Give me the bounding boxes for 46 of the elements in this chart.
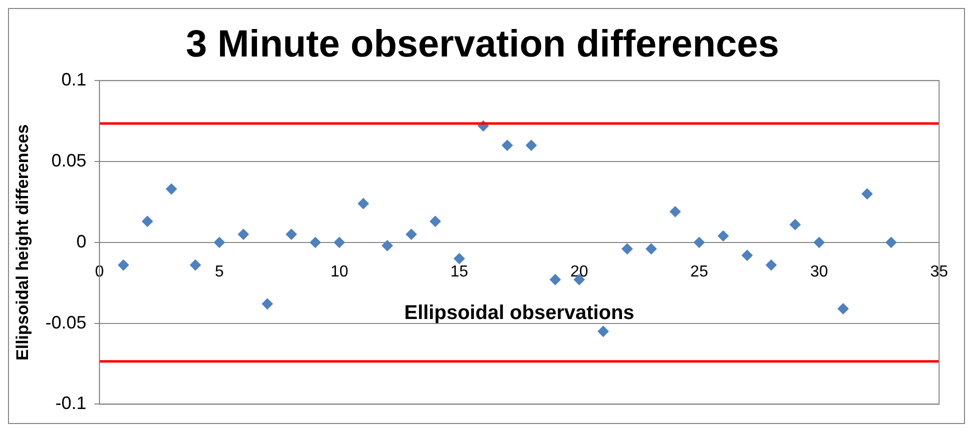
point [718,230,729,242]
y-axis-title: Ellipsoidal height differences [12,124,32,360]
point [430,216,441,227]
point [790,219,801,230]
point [886,236,897,248]
point [334,236,345,248]
point [406,228,417,240]
x-tick-label: 35 [930,263,948,280]
point [598,326,609,337]
x-axis-title: Ellipsoidal observations [404,302,634,324]
point [454,253,465,264]
chart-title: 3 Minute observation differences [186,23,780,66]
x-tick-label: 15 [450,263,468,280]
point [286,228,297,240]
y-tick-label: 0.05 [51,150,86,170]
x-tick-label: 5 [214,263,224,280]
point [814,236,825,248]
y-tick-label: -0.1 [55,393,86,414]
point [382,240,393,252]
x-tick-label: 30 [810,263,828,280]
point [310,236,321,248]
x-tick-label: 25 [690,263,708,280]
point [526,140,537,151]
point [694,236,705,248]
y-tick-label: -0.05 [45,312,86,332]
point [190,260,201,271]
y-tick-label: 0.1 [61,70,86,90]
point [550,274,561,286]
point [622,243,633,254]
point [838,303,849,314]
x-tick-label: 10 [330,263,348,280]
point [670,206,681,218]
point [742,250,753,261]
point [166,184,177,195]
point [118,260,129,271]
point [502,140,513,151]
point [646,243,657,254]
point [238,228,249,240]
point [358,198,369,210]
point [142,216,153,227]
point [862,188,873,200]
point [262,298,273,310]
x-tick-label: 20 [570,263,588,280]
y-tick-label: 0 [76,231,86,252]
point [766,260,777,271]
point [214,236,225,248]
